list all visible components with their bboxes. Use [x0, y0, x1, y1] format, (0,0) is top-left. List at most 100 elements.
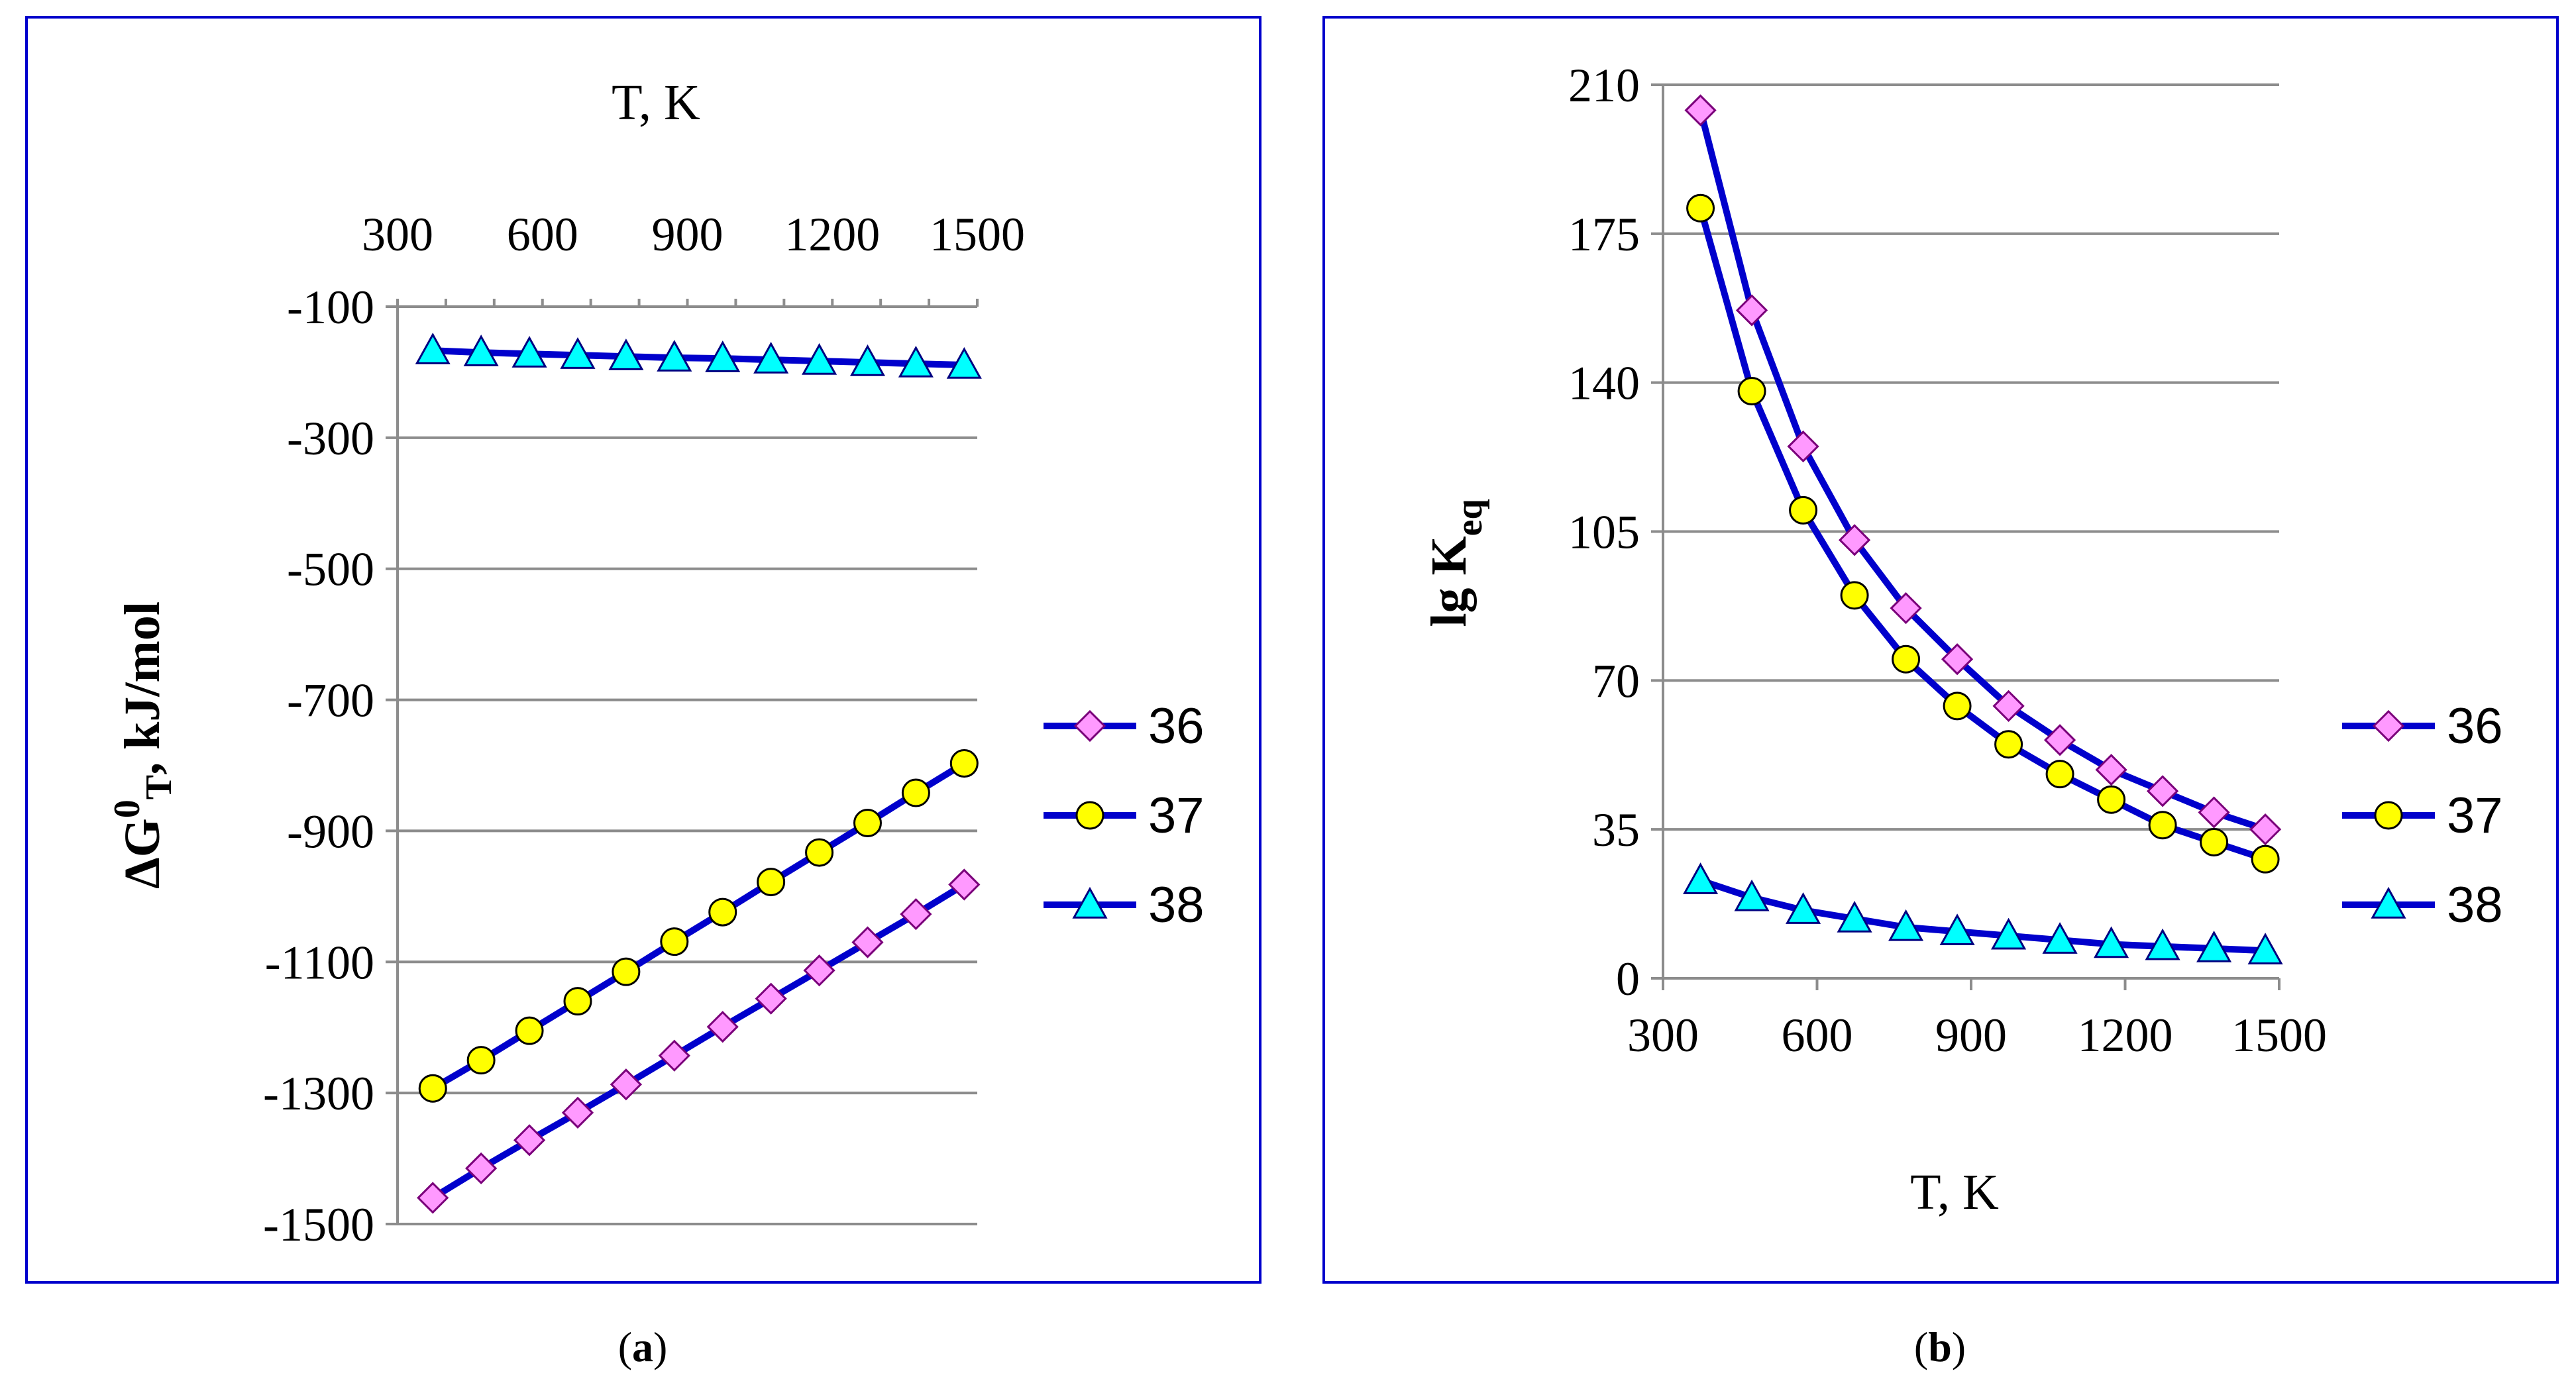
- panel-a-legend-36-label: 36: [1148, 698, 1205, 754]
- panel-a-series-36-point: [755, 982, 787, 1015]
- panel-a-series-38-point: [560, 337, 596, 369]
- panel-b-series-38-point: [1786, 892, 1821, 924]
- panel-b-series-36-point: [1992, 690, 2025, 722]
- panel-a-series-36-point: [513, 1124, 546, 1156]
- panel-a-series-38-point: [608, 338, 644, 370]
- panel-a-series-37-point: [708, 898, 737, 927]
- panel-b-series-38-point: [1991, 917, 2027, 950]
- panel-b-y-tick-label: 0: [1616, 952, 1640, 1005]
- panel-b-x-tick-label: 900: [1935, 1009, 2007, 1062]
- panel-a-series-36-point: [851, 926, 884, 958]
- panel-a-legend-38-marker: [1072, 886, 1108, 919]
- panel-b-legend-37-marker: [2374, 801, 2403, 830]
- panel-b-series-36-point: [2095, 754, 2127, 786]
- panel-b-series-36-point: [1787, 430, 1819, 463]
- panel-b-legend-36-label: 36: [2447, 698, 2503, 754]
- panel-a-series-38-point: [657, 340, 692, 372]
- panel-b-series-37-point: [1943, 692, 1972, 721]
- panel-b-legend-37-label: 37: [2447, 788, 2503, 844]
- panel-a-series-38-point: [415, 333, 451, 364]
- panel-a-legend-36-marker: [1073, 709, 1106, 743]
- panel-b-series-38-point: [1734, 879, 1770, 911]
- panel-b-series-36-point: [1735, 294, 1768, 327]
- panel-a-series-36-point: [706, 1011, 739, 1043]
- panel-a-series-38-point: [802, 343, 837, 375]
- panel-a-series-37-point: [949, 749, 979, 778]
- panel-a-series-36-point: [948, 868, 981, 901]
- panel-a-series-38-point: [849, 344, 886, 376]
- panel-b-series-36-point: [2198, 796, 2230, 829]
- panel-a-legend-37-label: 37: [1148, 788, 1205, 844]
- panel-b-y-tick-label: 35: [1592, 803, 1640, 856]
- panel-a-y-tick-label: -900: [287, 805, 374, 858]
- panel-a-legend-38-label: 38: [1148, 877, 1205, 933]
- panel-b-x-tick-label: 300: [1627, 1009, 1699, 1062]
- panel-a-series-36-point: [610, 1068, 643, 1101]
- panel-b-y-tick-label: 175: [1568, 208, 1640, 261]
- panel-a-y-tick-label: -1100: [265, 936, 374, 989]
- panel-a-series-37-point: [515, 1016, 544, 1045]
- panel-a-series-37-point: [901, 778, 930, 807]
- panel-a-x-tick-label: 600: [507, 208, 578, 261]
- panel-b-series-36-point: [1684, 94, 1717, 127]
- panel-b-series-36-point: [1838, 524, 1871, 556]
- panel-a-series-38-point: [753, 342, 789, 374]
- panel-b-series-37-point: [1737, 377, 1766, 406]
- panel-a-series-36-point: [465, 1152, 498, 1185]
- panel-b-series-38-point: [1888, 909, 1924, 941]
- panel-b-series-38-point: [2094, 926, 2129, 958]
- panel-b-series-38-point: [1683, 862, 1719, 894]
- panel-a-series-36-point: [417, 1182, 449, 1214]
- panel-a-series-38-point: [946, 346, 982, 379]
- panel-a-y-tick-label: -1500: [263, 1198, 374, 1251]
- panel-a-series-36-point: [803, 954, 835, 987]
- panel-b-series-37-point: [1789, 495, 1818, 525]
- panel-a-x-tick-label: 1200: [784, 208, 880, 261]
- panel-b-y-tick-label: 210: [1568, 59, 1640, 112]
- panel-a-x-tick-label: 900: [652, 208, 724, 261]
- panel-a-series-36-point: [658, 1039, 690, 1072]
- panel-a-series-38-point: [511, 336, 547, 368]
- panel-b-legend-36-marker: [2372, 709, 2405, 743]
- panel-a-series-37-point: [466, 1046, 496, 1075]
- panel-a-y-tick-label: -700: [287, 674, 374, 727]
- panel-a-x-tick-label: 300: [362, 208, 433, 261]
- panel-b-series-37-point: [2200, 827, 2229, 856]
- panel-a-y-tick-label: -100: [287, 281, 374, 334]
- panel-b-series-36-point: [2249, 813, 2282, 846]
- panel-b-series-38-point: [1837, 900, 1872, 933]
- panel-b-x-tick-label: 1200: [2078, 1009, 2173, 1062]
- panel-a-series-36-point: [900, 898, 932, 931]
- panel-a-series-37-point: [563, 987, 592, 1016]
- panel-a-series-37-point: [853, 809, 882, 838]
- panel-a-x-axis-label: T, K: [612, 75, 700, 130]
- panel-b-series-37-point: [1892, 644, 1921, 674]
- panel-b-caption: (b): [1914, 1323, 1966, 1370]
- panel-b-x-axis-label: T, K: [1910, 1164, 1999, 1220]
- panel-a-series-38-point: [463, 334, 499, 366]
- panel-a-series-36-point: [561, 1096, 594, 1129]
- panel-b-series-38-point: [2145, 928, 2180, 960]
- panel-b-series-37-point: [2251, 845, 2280, 874]
- panel-b-legend-38-marker: [2371, 886, 2406, 919]
- panel-b-series-37-point: [2045, 760, 2074, 789]
- panel-b-series-37-point: [1994, 730, 2023, 759]
- panel-a-series-38-point: [898, 345, 934, 378]
- panel-b-series-37-point: [1686, 193, 1715, 223]
- panel-b-legend-38-label: 38: [2447, 877, 2503, 933]
- panel-b-series-37-point: [2097, 785, 2126, 814]
- panel-a-y-axis-label: ΔG0T, kJ/mol: [107, 601, 180, 889]
- panel-b-series-38-point: [2196, 930, 2232, 962]
- panel-a-series-38-point: [705, 340, 741, 372]
- panel-a-y-tick-label: -1300: [263, 1067, 374, 1120]
- panel-a-series-37-point: [660, 927, 689, 956]
- panel-b-series-36-point: [2146, 775, 2179, 807]
- panel-b-y-tick-label: 105: [1568, 506, 1640, 559]
- panel-b-x-tick-label: 600: [1782, 1009, 1853, 1062]
- panel-b-series-38-point: [2042, 922, 2078, 954]
- panel-a-caption: (a): [618, 1323, 668, 1370]
- panel-b-series-38-point: [1939, 913, 1975, 946]
- panel-a: -100 -300 -500 -700 -900 -1100 -1300 -1500 300 60…: [25, 16, 1261, 1284]
